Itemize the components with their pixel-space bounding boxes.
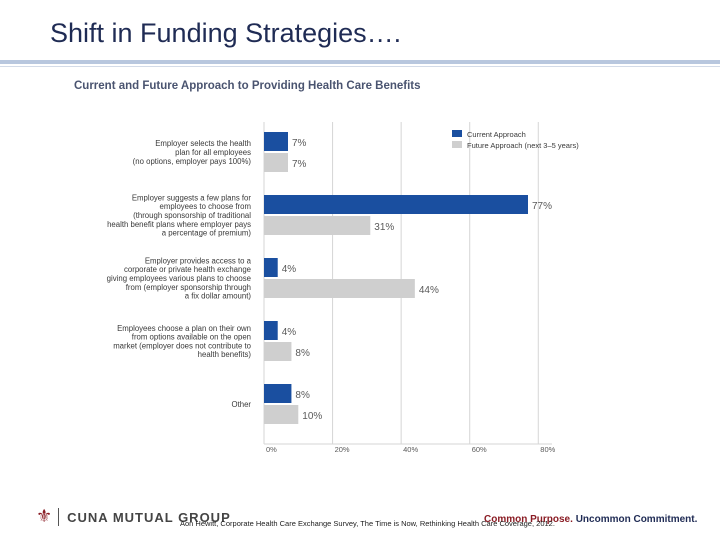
bar-current — [264, 321, 278, 340]
source-note: Aon Hewitt, Corporate Health Care Exchan… — [180, 519, 555, 528]
category-label: Employer selects the health — [155, 139, 251, 148]
category-label: Employees choose a plan on their own — [117, 324, 251, 333]
slide-title: Shift in Funding Strategies…. — [50, 18, 402, 48]
category-label: health benefit plans where employer pays — [107, 220, 251, 229]
legend: Current Approach Future Approach (next 3–… — [452, 130, 579, 150]
bar-value-label: 44% — [419, 285, 439, 296]
bar-current — [264, 258, 278, 277]
category-label: (through sponsorship of traditional — [133, 211, 251, 220]
category-label: from (employer sponsorship through — [126, 283, 251, 292]
category-label: corporate or private health exchange — [124, 265, 251, 274]
tagline-part-1: Common Purpose. — [484, 514, 573, 525]
bar-current — [264, 195, 528, 214]
bar-value-label: 8% — [295, 348, 310, 359]
shield-logo-icon: ⚜ — [36, 506, 53, 527]
bar-chart: Current and Future Approach to Providing… — [74, 80, 579, 454]
title-divider-thin — [0, 66, 720, 67]
legend-swatch — [452, 141, 462, 148]
bar-current — [264, 384, 292, 403]
bar-value-label: 10% — [302, 411, 322, 422]
category-label: giving employees various plans to choose — [107, 274, 251, 283]
logo-divider — [58, 508, 60, 526]
category-label: a fix dollar amount) — [185, 292, 252, 301]
tagline-part-2: Uncommon Commitment. — [575, 514, 698, 525]
chart-container: Current and Future Approach to Providing… — [66, 70, 650, 454]
category-label: health benefits) — [198, 350, 252, 359]
category-label: employees to choose from — [160, 202, 251, 211]
bar-future — [264, 279, 415, 298]
bars: 7% 77% 4% 4% 8% 7% 31% 44% 8% 10% — [264, 132, 552, 424]
bar-value-label: 7% — [292, 159, 307, 170]
category-label: a percentage of premium) — [162, 229, 252, 238]
bar-value-label: 4% — [282, 327, 297, 338]
x-tick-label: 0% — [266, 445, 277, 454]
category-label: market (employer does not contribute to — [113, 341, 251, 350]
x-axis-ticks: 0% 20% 40% 60% 80% — [266, 445, 556, 454]
bar-future — [264, 342, 292, 361]
bar-value-label: 8% — [295, 390, 310, 401]
category-label: Other — [232, 400, 252, 409]
tagline: Common Purpose. Uncommon Commitment. — [484, 514, 697, 525]
x-tick-label: 60% — [472, 445, 487, 454]
x-tick-label: 20% — [335, 445, 350, 454]
company-logo: ⚜ CUNA MUTUAL GROUP — [36, 508, 231, 526]
category-label: Employer suggests a few plans for — [132, 193, 252, 202]
category-label: from options available on the open — [132, 333, 251, 342]
bar-future — [264, 405, 299, 424]
category-label: plan for all employees — [175, 148, 251, 157]
chart-title: Current and Future Approach to Providing… — [74, 80, 421, 92]
x-tick-label: 80% — [540, 445, 555, 454]
legend-swatch — [452, 130, 462, 137]
title-divider — [0, 60, 720, 64]
bar-value-label: 7% — [292, 138, 307, 149]
bar-value-label: 77% — [532, 201, 552, 212]
bar-future — [264, 153, 288, 172]
legend-label: Current Approach — [467, 130, 526, 139]
bar-value-label: 31% — [374, 222, 394, 233]
x-tick-label: 40% — [403, 445, 418, 454]
category-label: Employer provides access to a — [145, 256, 252, 265]
logo-text: CUNA MUTUAL GROUP — [67, 509, 231, 525]
bar-future — [264, 216, 371, 235]
bar-current — [264, 132, 288, 151]
legend-label: Future Approach (next 3–5 years) — [467, 141, 579, 150]
bar-value-label: 4% — [282, 264, 297, 275]
category-label: (no options, employer pays 100%) — [133, 157, 252, 166]
